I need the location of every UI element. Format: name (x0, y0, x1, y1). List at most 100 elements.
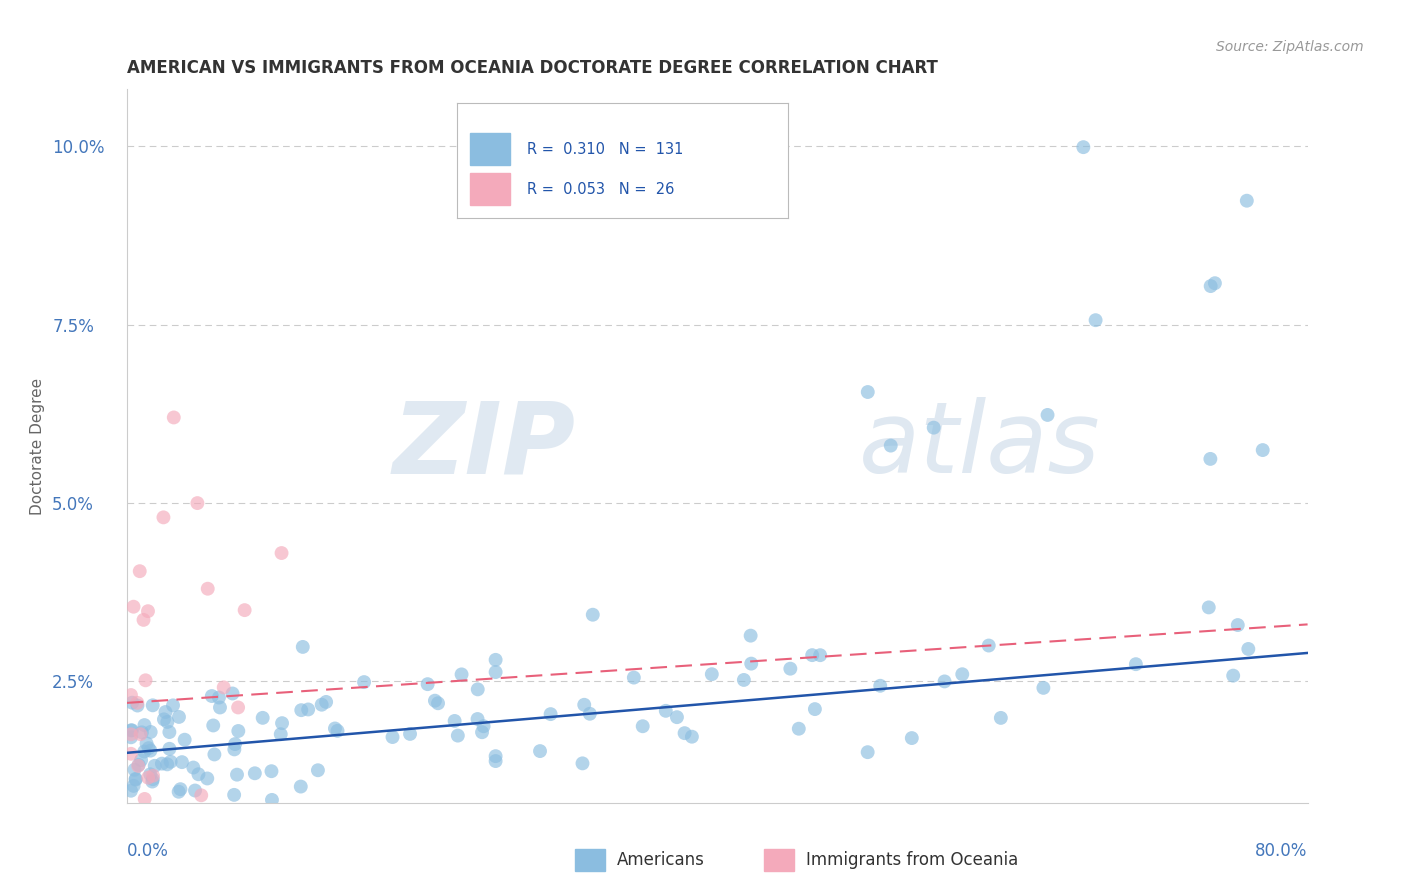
Point (977, 639, 1000, 653)
Point (326, 723, 349, 738)
Point (243, 766, 266, 780)
Point (631, 719, 654, 733)
Point (120, 747, 142, 761)
Point (157, 725, 180, 739)
Point (224, 737, 246, 751)
Point (740, 657, 762, 671)
Point (901, 731, 924, 745)
Point (423, 694, 446, 708)
Point (142, 772, 165, 787)
Point (779, 662, 801, 676)
Point (122, 599, 145, 614)
Point (869, 679, 891, 693)
Point (195, 772, 218, 786)
Point (673, 726, 696, 740)
Point (260, 764, 283, 779)
Point (571, 756, 593, 771)
Point (801, 648, 824, 662)
Point (135, 736, 157, 750)
Point (260, 793, 283, 807)
Point (467, 712, 489, 726)
Point (132, 613, 155, 627)
Point (156, 714, 179, 729)
Point (120, 731, 142, 745)
Point (201, 689, 224, 703)
Point (142, 698, 165, 713)
Point (139, 767, 162, 781)
Point (221, 686, 243, 700)
Point (804, 702, 827, 716)
Point (655, 704, 678, 718)
Point (169, 782, 191, 797)
Point (187, 767, 209, 781)
Point (290, 703, 312, 717)
Point (190, 789, 212, 803)
Point (143, 759, 166, 773)
Point (880, 439, 903, 453)
Point (399, 727, 422, 741)
Point (127, 759, 149, 773)
Point (139, 725, 162, 739)
Point (125, 772, 148, 786)
FancyBboxPatch shape (575, 849, 605, 871)
Text: Americans: Americans (617, 851, 704, 869)
Point (1073, 140, 1095, 154)
Point (1199, 451, 1222, 466)
Point (311, 698, 333, 712)
Point (529, 744, 551, 758)
Text: ZIP: ZIP (392, 398, 575, 494)
Point (307, 764, 329, 778)
Y-axis label: Doctorate Degree: Doctorate Degree (31, 377, 45, 515)
Point (1036, 408, 1059, 422)
Point (233, 804, 256, 818)
Point (121, 723, 143, 738)
Point (152, 510, 174, 524)
Point (353, 675, 375, 690)
Point (128, 564, 150, 578)
Point (134, 718, 156, 732)
Point (485, 653, 508, 667)
Point (135, 816, 157, 830)
Point (184, 783, 207, 797)
Point (471, 725, 494, 739)
Point (291, 640, 314, 654)
Point (141, 774, 163, 789)
Point (540, 707, 562, 722)
Point (1222, 668, 1244, 682)
Point (124, 772, 146, 787)
Point (208, 690, 231, 705)
Point (139, 744, 162, 758)
Point (574, 698, 596, 712)
Point (485, 749, 508, 764)
Point (990, 711, 1012, 725)
Point (443, 714, 465, 728)
Point (167, 710, 190, 724)
Text: AMERICAN VS IMMIGRANTS FROM OCEANIA DOCTORATE DEGREE CORRELATION CHART: AMERICAN VS IMMIGRANTS FROM OCEANIA DOCT… (127, 59, 938, 77)
Point (856, 384, 879, 399)
Point (447, 729, 470, 743)
Point (1199, 279, 1222, 293)
Point (131, 725, 153, 739)
Point (1084, 313, 1107, 327)
Point (315, 695, 337, 709)
Point (270, 546, 292, 560)
Point (700, 667, 723, 681)
Point (485, 754, 508, 768)
Point (136, 604, 159, 618)
Point (122, 779, 145, 793)
Point (163, 410, 186, 425)
Point (134, 792, 156, 806)
Point (124, 763, 146, 777)
Point (136, 771, 159, 785)
Point (623, 671, 645, 685)
Point (1032, 681, 1054, 695)
Point (170, 755, 193, 769)
Point (142, 769, 165, 783)
Point (1226, 618, 1249, 632)
Point (856, 745, 879, 759)
Point (740, 629, 762, 643)
Point (155, 705, 177, 719)
Point (582, 607, 605, 622)
Point (128, 757, 150, 772)
Point (252, 711, 274, 725)
